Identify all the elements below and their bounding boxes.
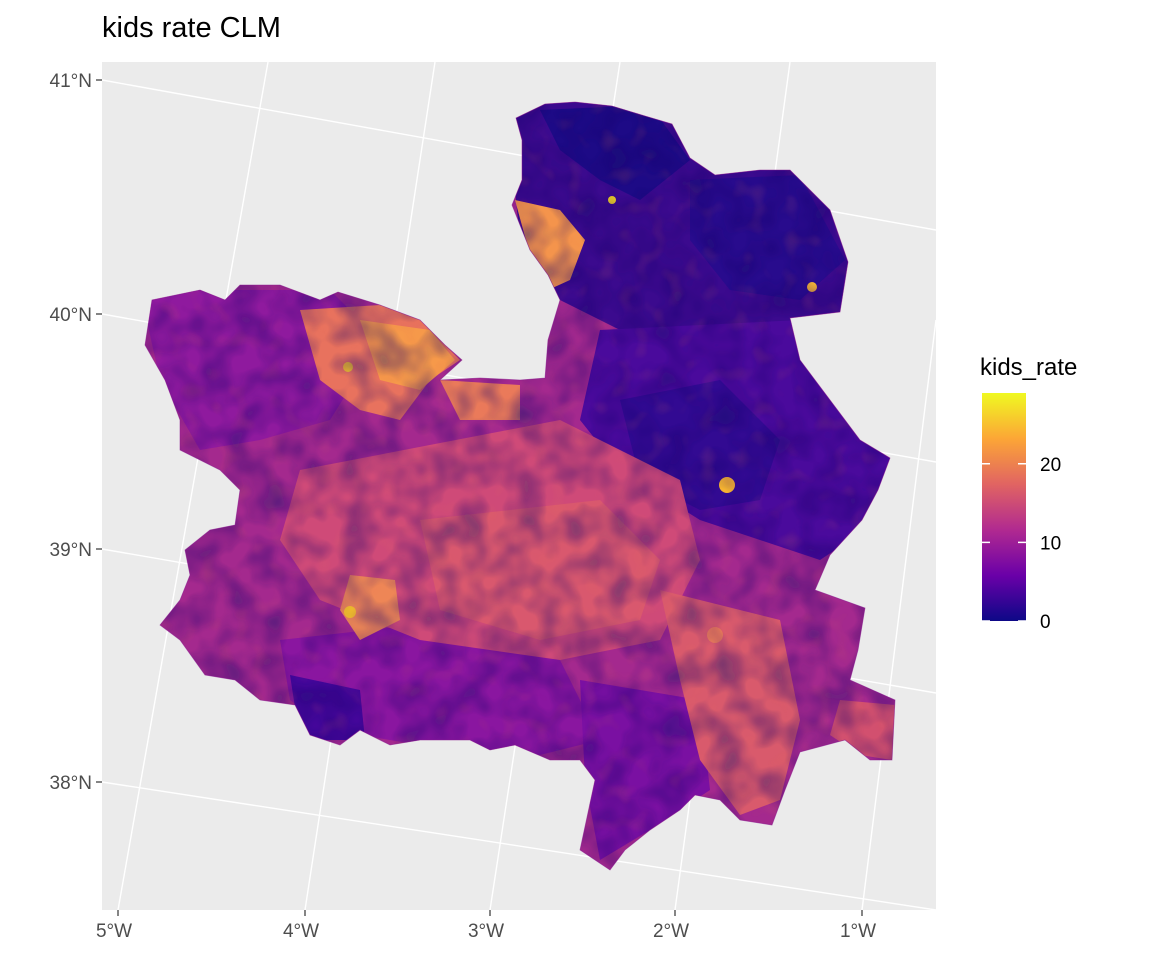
y-tick-label-41n: 41°N — [50, 71, 92, 92]
y-tick-label-39n: 39°N — [50, 540, 92, 561]
x-tick-label-2w: 2°W — [653, 921, 689, 942]
x-axis: 5°W 4°W 3°W 2°W 1°W — [96, 910, 876, 942]
legend-tick-label: 0 — [1040, 612, 1051, 633]
region-outline — [144, 101, 896, 871]
legend-ticks: 0 10 20 — [982, 455, 1061, 633]
legend-tick-label: 10 — [1040, 533, 1061, 554]
y-axis: 41°N 40°N 39°N 38°N — [50, 71, 102, 794]
legend-tick-label: 20 — [1040, 455, 1061, 476]
plot-title: kids rate CLM — [102, 12, 281, 44]
legend: kids_rate 0 10 20 — [980, 354, 1077, 633]
legend-title: kids_rate — [980, 354, 1077, 381]
meridian-1w — [861, 319, 936, 910]
x-tick-label-5w: 5°W — [96, 921, 132, 942]
y-tick-label-40n: 40°N — [50, 305, 92, 326]
x-tick-label-3w: 3°W — [468, 921, 504, 942]
parallel-38n — [102, 781, 936, 910]
x-tick-label-1w: 1°W — [840, 921, 876, 942]
x-tick-label-4w: 4°W — [283, 921, 319, 942]
meridian-5w — [117, 62, 269, 910]
legend-colorbar — [982, 393, 1026, 621]
y-tick-label-38n: 38°N — [50, 773, 92, 794]
